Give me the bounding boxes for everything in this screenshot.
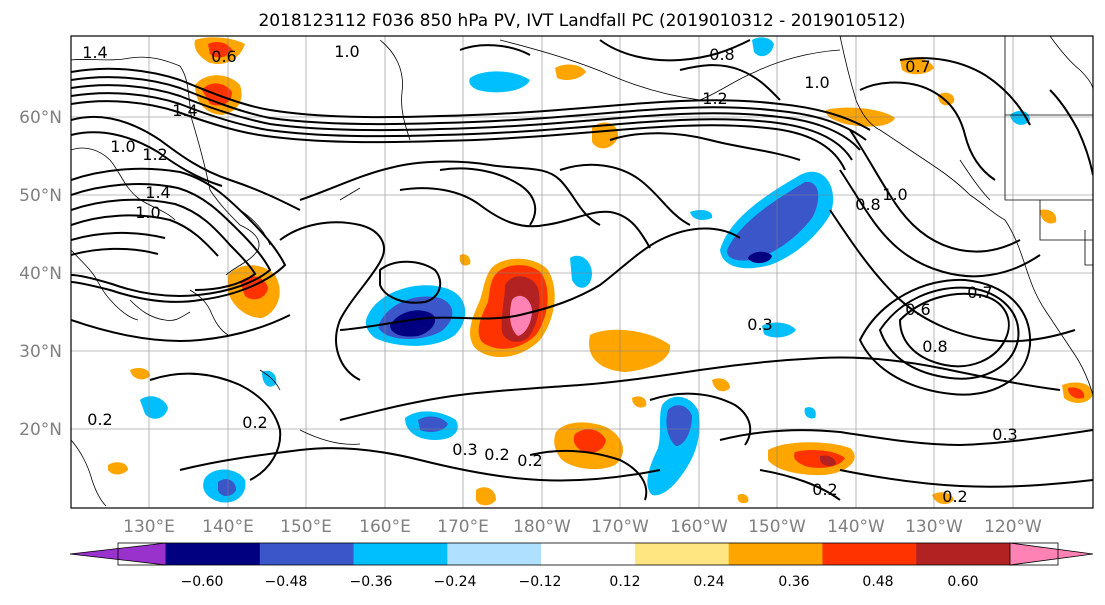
map-plot-area: 1.4 0.6 1.0 0.8 1.0 1.2 0.7 1.4 1.2 1.0 … bbox=[71, 36, 1093, 508]
contour-labels: 1.4 0.6 1.0 0.8 1.0 1.2 0.7 1.4 1.2 1.0 … bbox=[82, 42, 1017, 506]
colorbar-tick-label: −0.60 bbox=[181, 574, 224, 590]
colorbar-swatch bbox=[822, 543, 917, 565]
contour-label: 0.2 bbox=[87, 410, 112, 429]
latitude-labels: 60°N 50°N 40°N 30°N 20°N bbox=[19, 108, 62, 440]
contour-label: 0.3 bbox=[452, 440, 477, 459]
colorbar-tick-label: −0.12 bbox=[519, 574, 562, 590]
contour-label: 0.2 bbox=[942, 487, 967, 506]
lon-label: 170°W bbox=[591, 517, 649, 537]
contour-label: 0.8 bbox=[855, 195, 880, 214]
lon-label: 160°W bbox=[670, 517, 728, 537]
contour-label: 0.6 bbox=[211, 47, 236, 66]
colorbar-swatch bbox=[916, 543, 1011, 565]
colorbar-tick-label: 0.60 bbox=[947, 574, 978, 590]
contour-label: 1.0 bbox=[135, 203, 160, 222]
gridlines bbox=[71, 36, 1093, 508]
contour-label: 0.6 bbox=[905, 300, 930, 319]
colorbar-extend-high bbox=[1009, 542, 1094, 566]
lon-label: 150°W bbox=[748, 517, 806, 537]
colorbar-tick-label: 0.12 bbox=[609, 574, 640, 590]
lon-label: 130°W bbox=[905, 517, 963, 537]
longitude-labels: 130°E 140°E 150°E 160°E 170°E 180°W 170°… bbox=[123, 517, 1042, 537]
lon-label: 130°E bbox=[123, 517, 175, 537]
map-title: 2018123112 F036 850 hPa PV, IVT Landfall… bbox=[258, 11, 905, 31]
colorbar-swatch bbox=[541, 543, 636, 565]
contour-label: 1.2 bbox=[702, 89, 727, 108]
contour-label: 1.4 bbox=[145, 183, 170, 202]
colorbar-outline bbox=[117, 542, 1059, 566]
contour-label: 0.8 bbox=[709, 45, 734, 64]
colorbar-ticks: −0.60 −0.48 −0.36 −0.24 −0.12 0.12 0.24 … bbox=[181, 574, 979, 590]
colorbar-swatch bbox=[259, 543, 355, 565]
lat-label: 60°N bbox=[19, 108, 62, 128]
colorbar-tick-label: −0.48 bbox=[265, 574, 308, 590]
colorbar-tick-label: −0.24 bbox=[434, 574, 477, 590]
contour-label: 1.4 bbox=[172, 101, 197, 120]
contour-label: 0.2 bbox=[242, 413, 267, 432]
colorbar-swatches bbox=[69, 542, 1094, 566]
colorbar-swatch bbox=[353, 543, 448, 565]
contour-label: 1.0 bbox=[110, 137, 135, 156]
contour-label: 1.2 bbox=[142, 145, 167, 164]
colorbar-tick-label: −0.36 bbox=[350, 574, 393, 590]
lat-label: 20°N bbox=[19, 420, 62, 440]
colorbar-tick-label: 0.24 bbox=[693, 574, 724, 590]
contour-label: 1.0 bbox=[334, 42, 359, 61]
colorbar-swatch bbox=[447, 543, 542, 565]
lon-label: 170°E bbox=[437, 517, 489, 537]
lon-label: 140°E bbox=[202, 517, 254, 537]
positive-anomaly-shading bbox=[108, 37, 1093, 506]
contour-label: 0.3 bbox=[992, 425, 1017, 444]
contour-label: 1.0 bbox=[804, 73, 829, 92]
colorbar-swatch bbox=[728, 543, 823, 565]
lat-label: 50°N bbox=[19, 186, 62, 206]
contour-label: 1.4 bbox=[82, 43, 107, 62]
contours bbox=[71, 39, 1093, 501]
contour-label: 0.2 bbox=[484, 445, 509, 464]
lat-label: 30°N bbox=[19, 342, 62, 362]
map-frame bbox=[70, 35, 1094, 509]
contour-label: 0.3 bbox=[747, 315, 772, 334]
colorbar: −0.60 −0.48 −0.36 −0.24 −0.12 0.12 0.24 … bbox=[69, 542, 1094, 590]
contour-label: 0.2 bbox=[517, 451, 542, 470]
colorbar-tick-label: 0.36 bbox=[778, 574, 809, 590]
contour-label: 0.2 bbox=[812, 480, 837, 499]
contour-label: 0.7 bbox=[905, 57, 930, 76]
lon-label: 150°E bbox=[280, 517, 332, 537]
lon-label: 140°W bbox=[827, 517, 885, 537]
lon-label: 160°E bbox=[359, 517, 411, 537]
colorbar-tick-label: 0.48 bbox=[862, 574, 893, 590]
colorbar-swatch bbox=[166, 543, 261, 565]
lon-label: 180°W bbox=[513, 517, 571, 537]
lat-label: 40°N bbox=[19, 264, 62, 284]
coastlines bbox=[71, 36, 1093, 507]
colorbar-swatch bbox=[634, 543, 730, 565]
contour-label: 0.8 bbox=[922, 337, 947, 356]
contour-label: 0.7 bbox=[967, 283, 992, 302]
negative-anomaly-shading bbox=[140, 37, 1030, 503]
lon-label: 120°W bbox=[984, 517, 1042, 537]
contour-label: 1.0 bbox=[882, 185, 907, 204]
